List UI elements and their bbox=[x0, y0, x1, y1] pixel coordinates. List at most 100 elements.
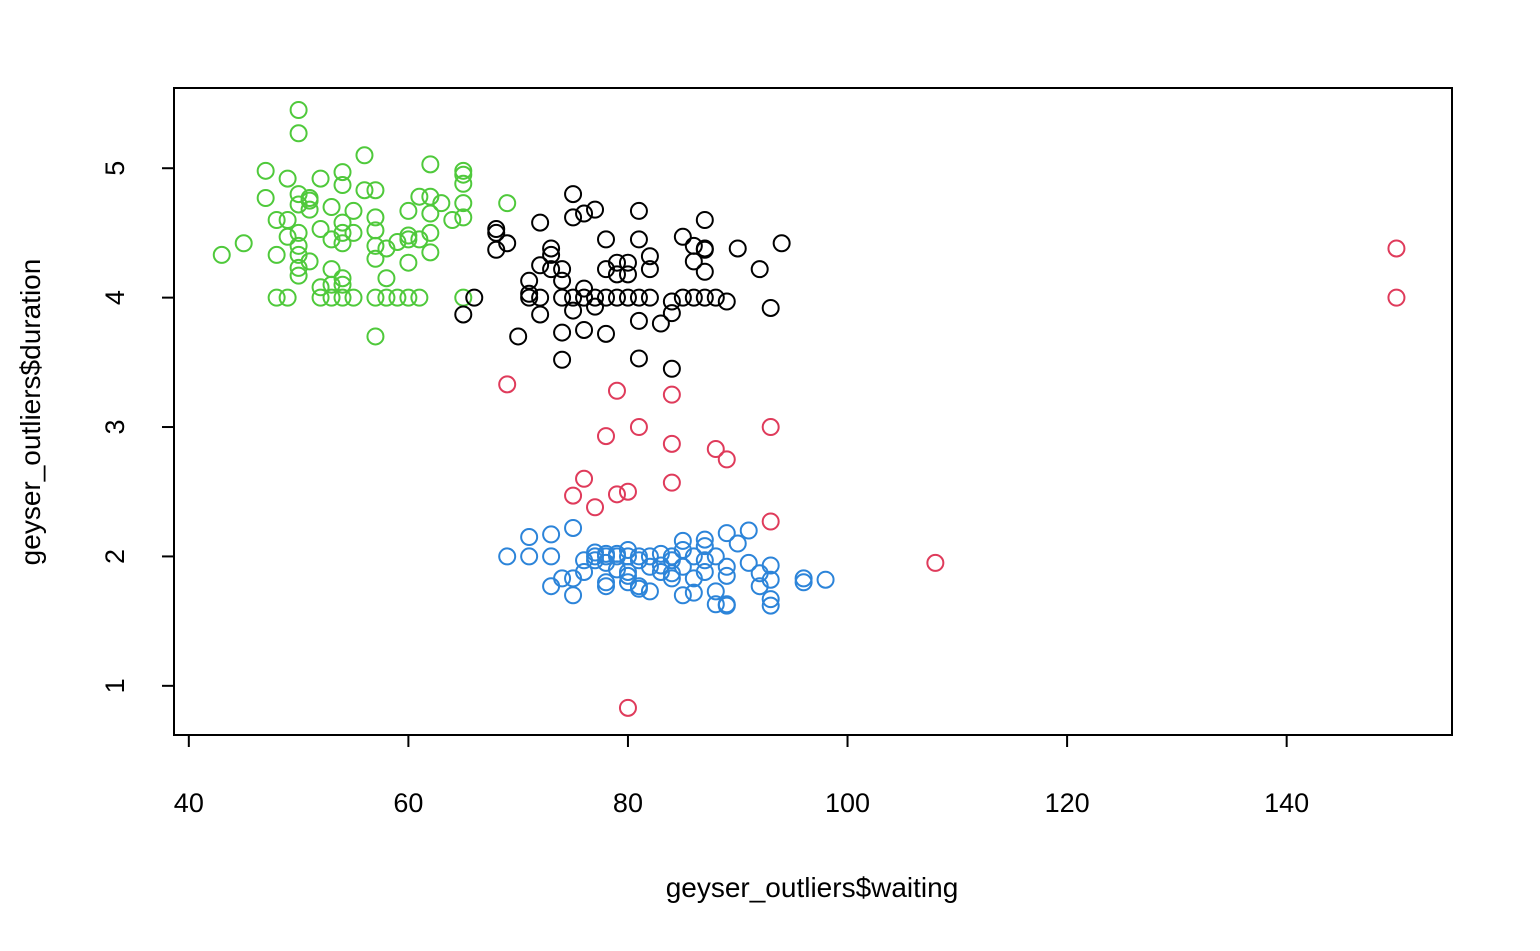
data-point-series-2 bbox=[706, 288, 725, 307]
data-point-series-1 bbox=[278, 227, 297, 246]
data-point-series-1 bbox=[322, 275, 341, 294]
y-tick-label: 5 bbox=[100, 161, 130, 176]
data-point-series-2 bbox=[597, 260, 616, 279]
y-tick-label: 2 bbox=[100, 549, 130, 564]
data-point-series-1 bbox=[234, 234, 253, 253]
data-point-series-2 bbox=[553, 323, 572, 342]
data-point-series-4 bbox=[728, 534, 747, 553]
data-point-series-1 bbox=[355, 181, 374, 200]
data-point-series-1 bbox=[289, 266, 308, 285]
data-point-series-2 bbox=[553, 350, 572, 369]
data-point-series-4 bbox=[673, 586, 692, 605]
data-point-series-1 bbox=[443, 210, 462, 229]
data-point-series-1 bbox=[366, 236, 385, 255]
data-point-series-4 bbox=[542, 525, 561, 544]
data-point-series-4 bbox=[640, 547, 659, 566]
data-point-series-1 bbox=[311, 288, 330, 307]
data-point-series-2 bbox=[586, 297, 605, 316]
plot-frame bbox=[173, 87, 1453, 736]
data-point-series-1 bbox=[278, 210, 297, 229]
y-axis-label: geyser_outliers$duration bbox=[15, 259, 46, 566]
data-point-series-1 bbox=[333, 213, 352, 232]
data-point-series-4 bbox=[739, 521, 758, 540]
data-point-series-2 bbox=[673, 288, 692, 307]
data-point-series-2 bbox=[618, 265, 637, 284]
data-point-series-4 bbox=[717, 524, 736, 543]
data-point-series-2 bbox=[684, 236, 703, 255]
data-points bbox=[212, 100, 1406, 717]
data-point-series-2 bbox=[542, 245, 561, 264]
data-point-series-2 bbox=[520, 288, 539, 307]
data-point-series-2 bbox=[586, 288, 605, 307]
data-point-series-3 bbox=[629, 418, 648, 437]
data-point-series-4 bbox=[739, 553, 758, 572]
data-point-series-3 bbox=[717, 450, 736, 469]
data-point-series-2 bbox=[575, 204, 594, 223]
data-point-series-4 bbox=[520, 547, 539, 566]
data-point-series-1 bbox=[421, 155, 440, 174]
data-point-series-1 bbox=[399, 230, 418, 249]
data-point-series-3 bbox=[662, 385, 681, 404]
data-point-series-1 bbox=[344, 201, 363, 220]
data-point-series-2 bbox=[684, 288, 703, 307]
data-point-series-4 bbox=[629, 579, 648, 598]
data-point-series-1 bbox=[377, 269, 396, 288]
y-tick-label: 1 bbox=[100, 678, 130, 693]
data-point-series-1 bbox=[410, 187, 429, 206]
data-point-series-2 bbox=[597, 324, 616, 343]
data-point-series-1 bbox=[333, 163, 352, 182]
data-point-series-3 bbox=[926, 553, 945, 572]
data-point-series-2 bbox=[509, 327, 528, 346]
data-point-series-4 bbox=[618, 566, 637, 585]
data-point-series-1 bbox=[311, 278, 330, 297]
x-axis-label: geyser_outliers$waiting bbox=[666, 872, 959, 903]
data-point-series-4 bbox=[794, 569, 813, 588]
data-point-series-1 bbox=[333, 288, 352, 307]
data-point-series-4 bbox=[564, 586, 583, 605]
data-point-series-1 bbox=[311, 169, 330, 188]
data-point-series-2 bbox=[651, 314, 670, 333]
data-point-series-4 bbox=[673, 531, 692, 550]
data-point-series-3 bbox=[586, 498, 605, 517]
data-point-series-1 bbox=[322, 230, 341, 249]
data-point-series-4 bbox=[520, 528, 539, 547]
data-point-series-2 bbox=[728, 239, 747, 258]
data-point-series-4 bbox=[717, 566, 736, 585]
data-point-series-1 bbox=[289, 223, 308, 242]
data-point-series-2 bbox=[662, 292, 681, 311]
data-point-series-3 bbox=[597, 427, 616, 446]
data-point-series-4 bbox=[816, 570, 835, 589]
data-point-series-2 bbox=[586, 200, 605, 219]
data-point-series-1 bbox=[333, 176, 352, 195]
data-point-series-2 bbox=[662, 359, 681, 378]
data-point-series-2 bbox=[629, 311, 648, 330]
data-point-series-2 bbox=[629, 288, 648, 307]
data-point-series-1 bbox=[267, 288, 286, 307]
data-point-series-2 bbox=[684, 252, 703, 271]
data-point-series-4 bbox=[564, 518, 583, 537]
data-point-series-2 bbox=[695, 210, 714, 229]
data-point-series-1 bbox=[256, 161, 275, 180]
y-tick-label: 4 bbox=[100, 290, 130, 305]
data-point-series-4 bbox=[695, 537, 714, 556]
x-tick-label: 120 bbox=[1045, 788, 1090, 818]
data-point-series-2 bbox=[542, 260, 561, 279]
data-point-series-1 bbox=[421, 243, 440, 262]
data-point-series-2 bbox=[465, 288, 484, 307]
data-point-series-4 bbox=[684, 583, 703, 602]
data-point-series-1 bbox=[454, 165, 473, 184]
data-point-series-2 bbox=[575, 320, 594, 339]
data-point-series-4 bbox=[662, 569, 681, 588]
data-point-series-1 bbox=[289, 100, 308, 119]
data-point-series-1 bbox=[311, 220, 330, 239]
data-point-series-1 bbox=[289, 124, 308, 143]
data-point-series-1 bbox=[256, 188, 275, 207]
data-point-series-3 bbox=[1387, 239, 1406, 258]
data-point-series-1 bbox=[498, 194, 517, 213]
data-point-series-1 bbox=[278, 169, 297, 188]
data-point-series-1 bbox=[267, 210, 286, 229]
data-point-series-2 bbox=[597, 230, 616, 249]
data-point-series-4 bbox=[542, 577, 561, 596]
data-point-series-4 bbox=[717, 595, 736, 614]
